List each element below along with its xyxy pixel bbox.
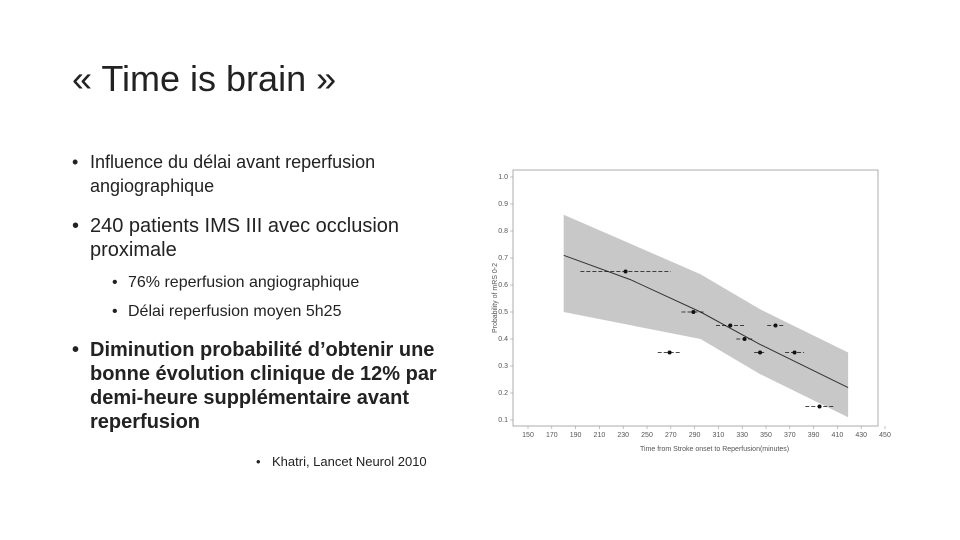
data-point [773, 323, 778, 328]
x-tick-label: 170 [546, 432, 558, 439]
data-point [742, 337, 747, 341]
plot-frame [512, 169, 879, 427]
citation: Khatri, Lancet Neurol 2010 [256, 454, 427, 469]
x-tick-label: 290 [689, 432, 701, 439]
data-point [728, 323, 733, 328]
x-tick-label: 190 [570, 432, 582, 439]
sub-bullet: Délai reperfusion moyen 5h25 [112, 303, 342, 321]
x-tick-label: 430 [855, 432, 867, 439]
x-tick-label: 150 [522, 432, 534, 439]
data-point [623, 269, 628, 274]
y-tick-label: 0.2 [498, 390, 508, 397]
y-tick-label: 0.6 [498, 282, 508, 289]
data-point [792, 350, 797, 355]
x-tick-label: 370 [784, 432, 796, 439]
x-tick-label: 410 [832, 432, 844, 439]
bullet: 240 patients IMS III avec occlusion prox… [72, 214, 470, 262]
data-point [691, 310, 696, 314]
bullet: Diminution probabilité d’obtenir une bon… [72, 338, 470, 434]
x-tick-label: 310 [713, 432, 725, 439]
x-axis-label: Time from Stroke onset to Reperfusion(mi… [640, 446, 789, 453]
slide-title: « Time is brain » [72, 58, 337, 99]
data-point [667, 350, 672, 355]
y-axis-label: Probability of mRS 0-2 [492, 263, 499, 333]
data-point [758, 350, 763, 355]
y-tick-label: 0.3 [498, 363, 508, 370]
bullet: Influence du délai avant reperfusion ang… [72, 150, 470, 198]
y-tick-label: 0.7 [498, 255, 508, 262]
y-tick-label: 0.9 [498, 201, 508, 208]
x-tick-label: 250 [641, 432, 653, 439]
y-tick-label: 0.5 [498, 309, 508, 316]
x-tick-label: 450 [879, 432, 891, 439]
data-point [817, 404, 822, 409]
x-tick-label: 390 [808, 432, 820, 439]
x-tick-label: 350 [760, 432, 772, 439]
sub-bullet: 76% reperfusion angiographique [112, 274, 359, 292]
x-tick-label: 210 [594, 432, 606, 439]
x-tick-label: 330 [736, 432, 748, 439]
y-tick-label: 0.1 [498, 417, 508, 424]
y-tick-label: 0.8 [498, 228, 508, 235]
confidence-band [563, 214, 849, 418]
x-tick-label: 230 [617, 432, 629, 439]
y-tick-label: 0.4 [498, 336, 508, 343]
x-tick-label: 270 [665, 432, 677, 439]
y-tick-label: 1.0 [498, 174, 508, 181]
